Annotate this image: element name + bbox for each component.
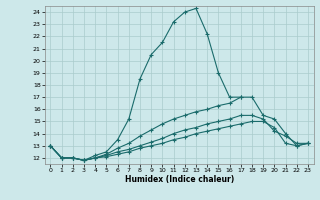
X-axis label: Humidex (Indice chaleur): Humidex (Indice chaleur) [124, 175, 234, 184]
